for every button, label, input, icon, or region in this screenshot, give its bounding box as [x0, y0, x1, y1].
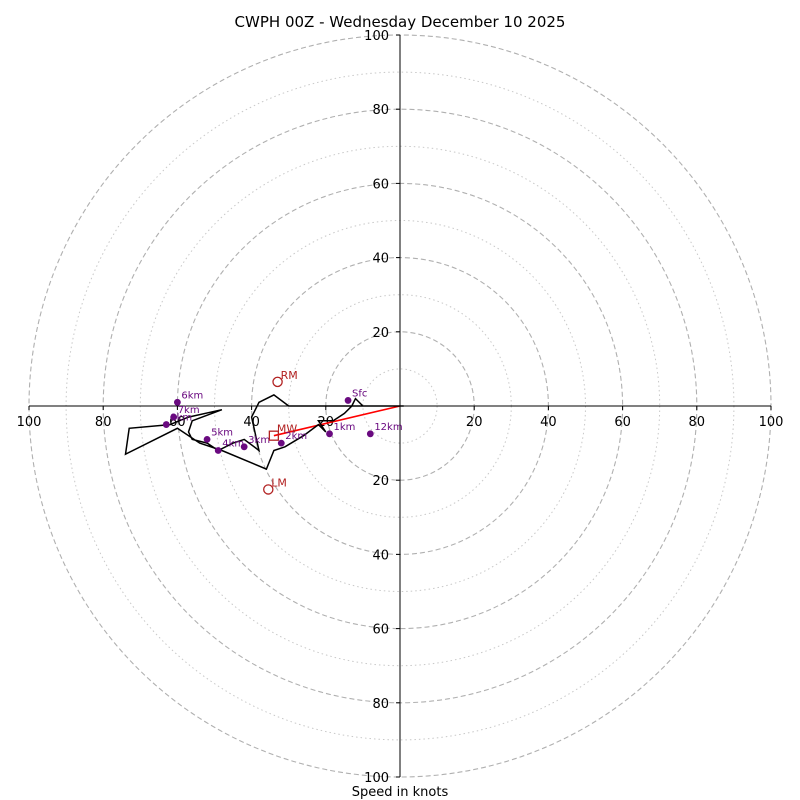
- storm-marker-LM: [263, 484, 274, 495]
- level-point-3km: [240, 443, 248, 451]
- x-tick-label: 100: [17, 415, 42, 430]
- level-point-Sfc: [344, 397, 352, 404]
- y-tick-label: 20: [372, 326, 389, 341]
- y-tick-label: 40: [372, 548, 389, 563]
- x-tick-label: 80: [689, 415, 706, 430]
- level-label-7km: 7km: [178, 405, 200, 416]
- level-point-6km: [174, 398, 181, 406]
- storm-label-RM: RM: [281, 369, 298, 382]
- y-tick-label: 60: [372, 177, 389, 192]
- x-tick-label: 40: [243, 415, 260, 430]
- x-tick-label: 20: [466, 415, 483, 430]
- storm-label-MW: MW: [277, 423, 297, 436]
- y-tick-label: 80: [372, 103, 389, 118]
- level-label-4km: 4km: [222, 439, 244, 450]
- level-label-12km: 12km: [374, 422, 402, 433]
- level-label-8km: 8km: [170, 413, 192, 424]
- y-tick-label: 20: [372, 474, 389, 489]
- x-tick-label: 40: [540, 415, 557, 430]
- level-point-1km: [326, 430, 333, 438]
- storm-marker-MW: [268, 430, 280, 441]
- y-tick-label: 60: [372, 623, 389, 638]
- level-label-6km: 6km: [181, 390, 203, 401]
- level-point-4km: [214, 447, 222, 454]
- level-point-8km: [162, 421, 170, 428]
- level-label-5km: 5km: [211, 427, 233, 438]
- x-axis-label: Speed in knots: [352, 785, 449, 800]
- hodograph-trace: [124, 394, 404, 471]
- storm-label-LM: LM: [271, 476, 287, 489]
- level-point-2km: [277, 439, 285, 447]
- shear-vector: [273, 405, 401, 437]
- y-tick-label: 100: [364, 29, 389, 44]
- level-label-Sfc: Sfc: [352, 388, 367, 399]
- storm-marker-RM: [272, 376, 283, 388]
- level-point-12km: [366, 430, 374, 438]
- level-label-2km: 2km: [285, 431, 307, 442]
- x-tick-label: 100: [759, 415, 784, 430]
- y-tick-label: 80: [372, 697, 389, 712]
- level-point-5km: [203, 435, 211, 443]
- y-tick-label: 40: [372, 252, 389, 267]
- x-tick-label: 60: [614, 415, 631, 430]
- level-label-3km: 3km: [248, 435, 270, 446]
- level-label-1km: 1km: [334, 422, 356, 433]
- chart-title: CWPH 00Z - Wednesday December 10 2025: [235, 13, 566, 31]
- x-tick-label: 80: [95, 415, 112, 430]
- level-point-7km: [170, 413, 178, 421]
- y-tick-label: 100: [364, 771, 389, 786]
